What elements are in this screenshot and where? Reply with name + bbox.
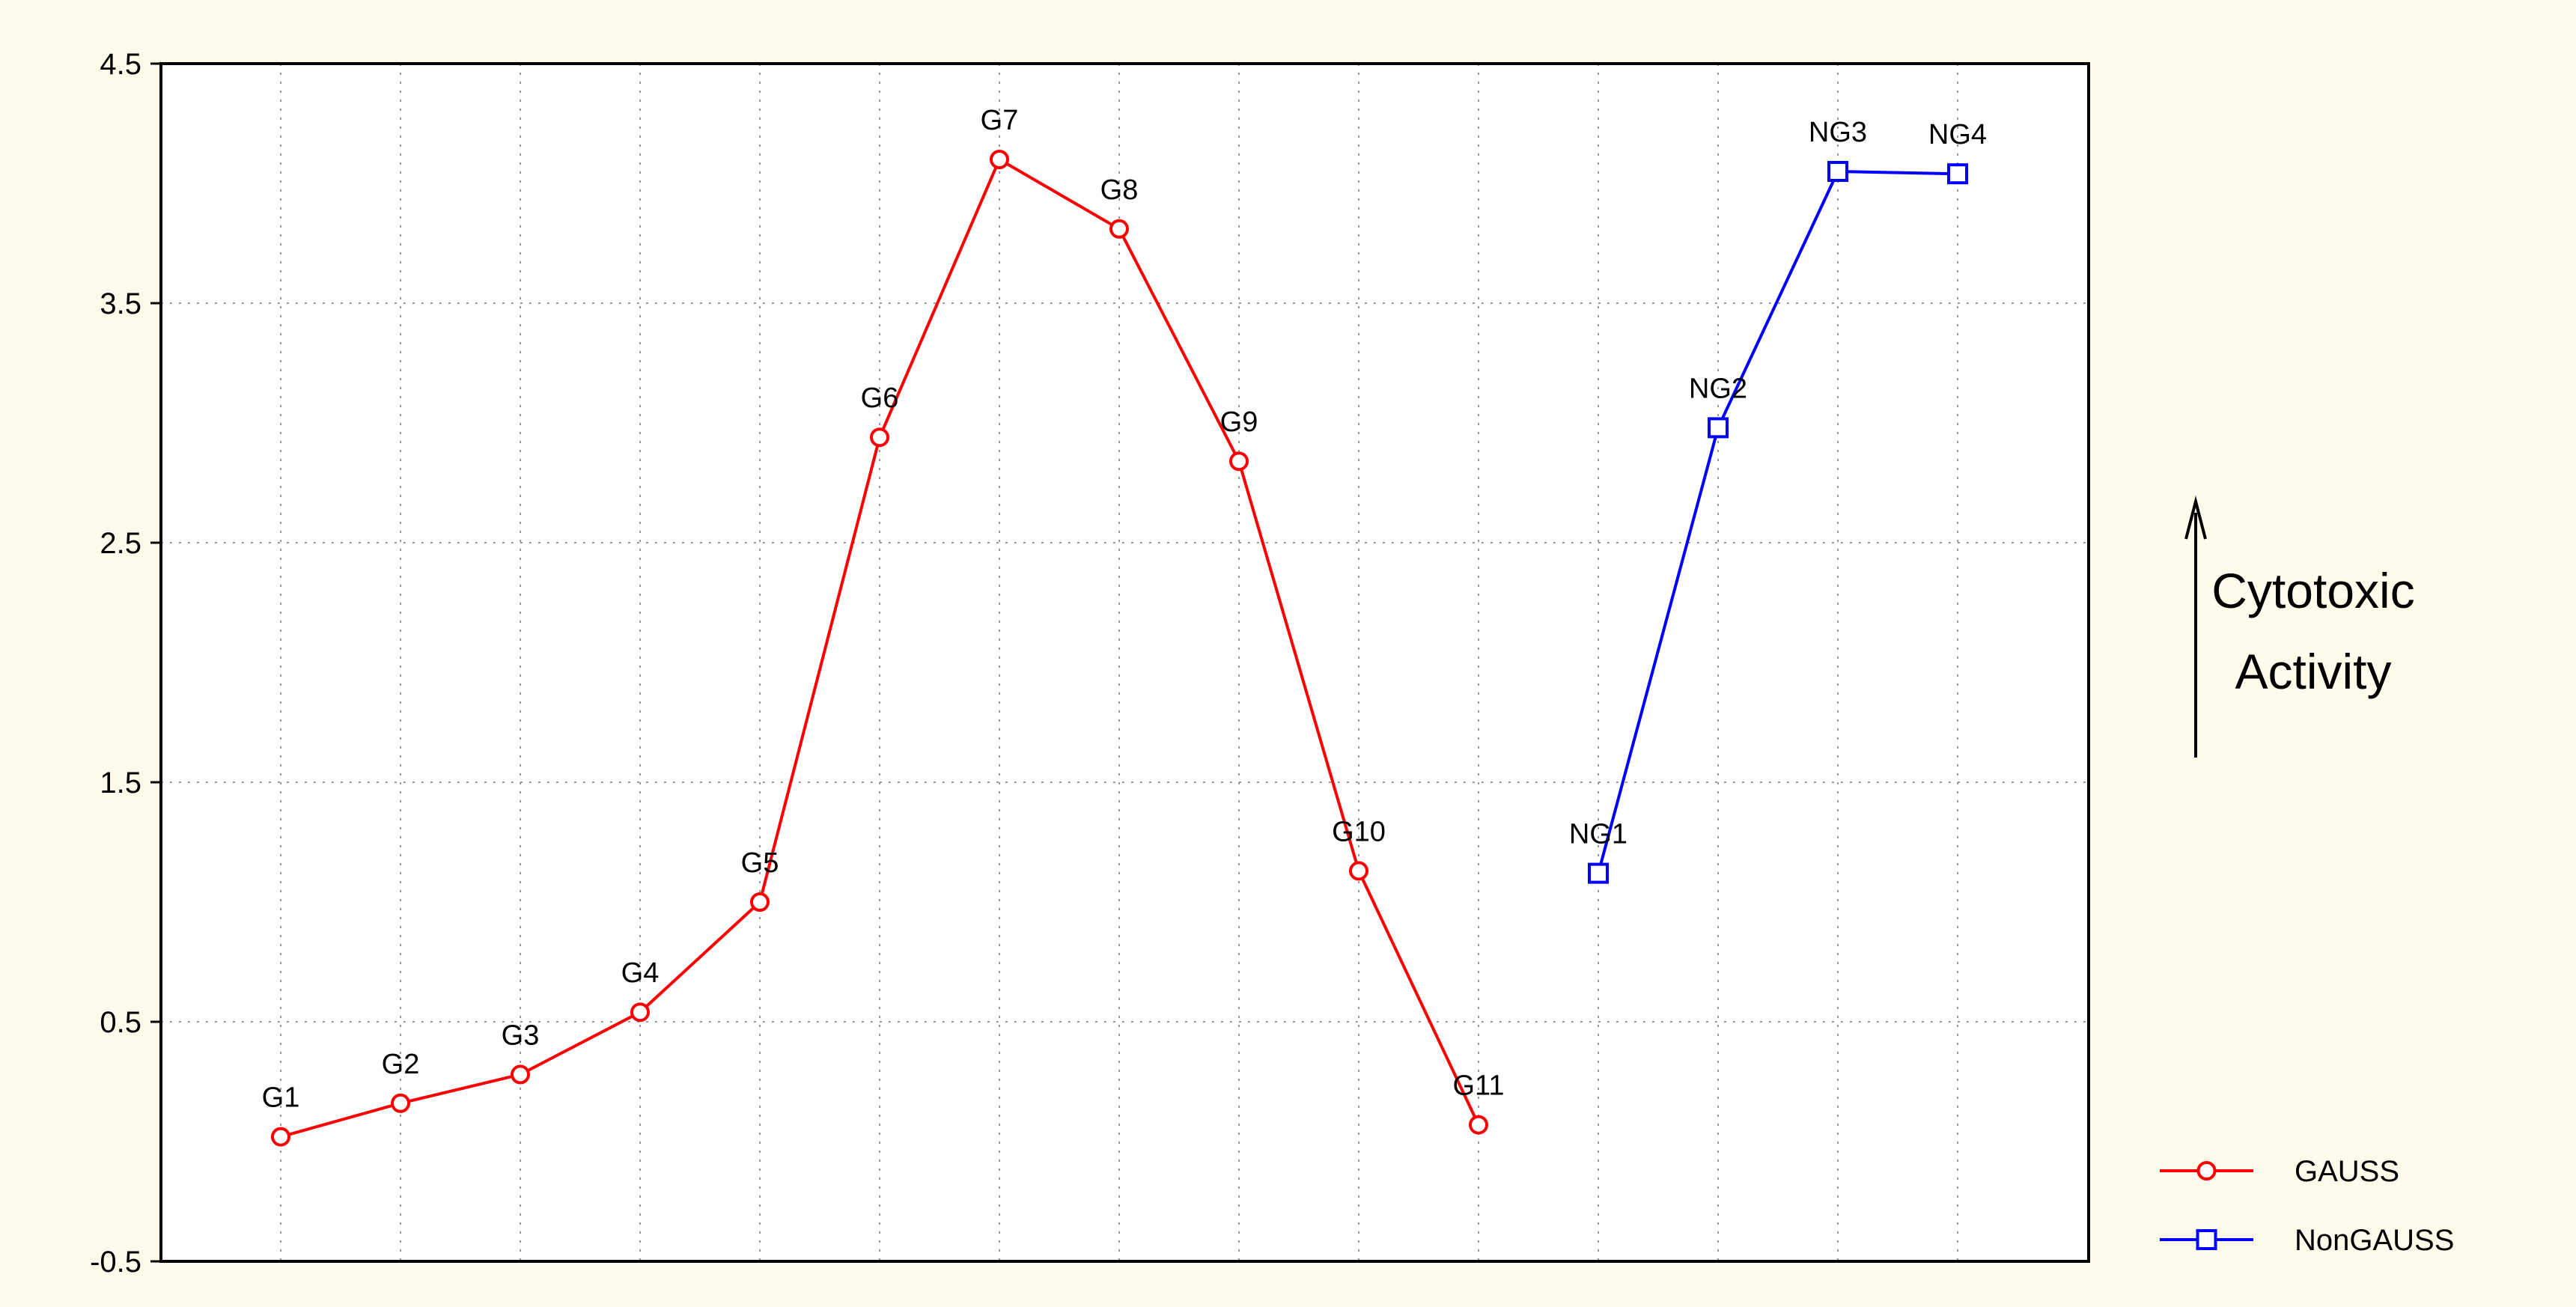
data-point (1827, 161, 1848, 182)
series-gauss: G1 G2 G3 G4 G5 G6 G7 G8 G9 G10 G11 (262, 105, 1505, 1147)
data-label: G5 (741, 847, 779, 879)
data-label: NG3 (1809, 117, 1867, 148)
legend-marker (2196, 1161, 2217, 1180)
series-nongauss: NG1 NG2 NG3 NG4 (1569, 117, 1987, 884)
data-label: G4 (621, 957, 660, 989)
data-point (1469, 1115, 1488, 1135)
series-line (1597, 169, 1958, 874)
y-tick-label: 4.5 (100, 48, 141, 81)
data-point (1947, 163, 1968, 185)
data-point (1349, 861, 1368, 881)
data-point (511, 1064, 530, 1085)
data-label: G11 (1452, 1070, 1504, 1102)
data-label: G10 (1332, 816, 1386, 847)
plot-area (161, 64, 2089, 1261)
series-layer: G1 G2 G3 G4 G5 G6 G7 G8 G9 G10 G11 NG1 NG2 NG3 NG4 (262, 105, 1987, 1147)
y-tick-label: 3.5 (100, 287, 141, 320)
data-point (1229, 451, 1249, 472)
y-tick-label: 0.5 (100, 1006, 141, 1039)
data-point (271, 1127, 290, 1147)
data-point (990, 150, 1009, 169)
annotation-line-1: Cytotoxic (2211, 563, 2414, 618)
data-point (1109, 219, 1129, 239)
y-tick-label: -0.5 (90, 1246, 141, 1279)
legend-marker (2196, 1229, 2217, 1250)
data-point (1588, 862, 1609, 884)
data-point (391, 1093, 410, 1113)
data-point (750, 892, 770, 912)
y-tick-label: 1.5 (100, 767, 141, 799)
data-label: G7 (981, 105, 1019, 136)
data-label: G9 (1220, 406, 1258, 438)
data-label: NG4 (1928, 119, 1987, 150)
y-tick-label: 2.5 (100, 527, 141, 560)
y-axis: -0.5 0.5 1.5 2.5 3.5 4.5 (90, 48, 161, 1279)
data-point (1708, 417, 1729, 439)
data-label: G3 (502, 1020, 540, 1051)
legend: GAUSS NonGAUSS (2160, 1155, 2454, 1257)
arrow-head (2184, 496, 2207, 540)
legend-label: GAUSS (2295, 1155, 2399, 1188)
grid (161, 63, 2089, 1261)
data-label: NG1 (1569, 819, 1627, 850)
annotation-line-2: Activity (2235, 644, 2391, 699)
data-label: G2 (382, 1049, 420, 1080)
data-point (630, 1002, 650, 1023)
data-label: G6 (861, 383, 899, 414)
annotation: Cytotoxic Activity (2184, 496, 2415, 758)
data-point (870, 427, 889, 448)
data-label: G1 (262, 1082, 300, 1114)
legend-label: NonGAUSS (2295, 1224, 2454, 1257)
data-label: NG2 (1689, 373, 1747, 404)
data-label: G8 (1100, 174, 1139, 206)
plot-frame (159, 62, 2090, 1263)
